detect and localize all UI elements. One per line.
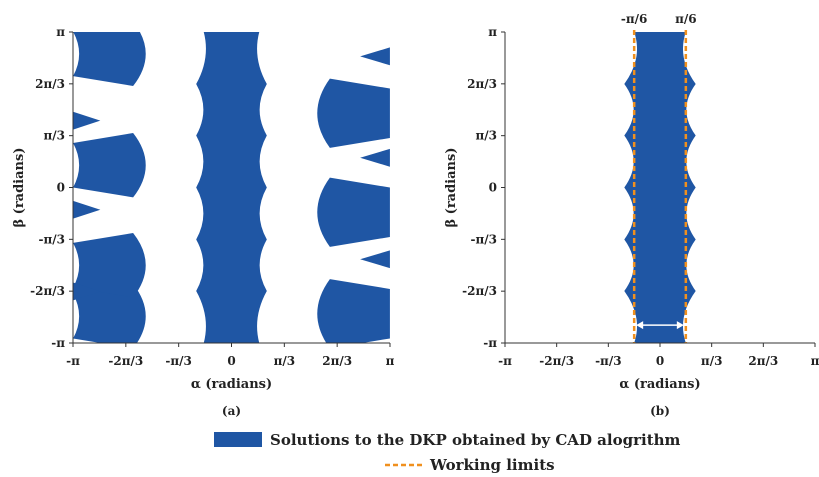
- solution-region-central: [624, 32, 696, 343]
- y-tick-label: -π/3: [39, 232, 66, 246]
- y-tick-label: -2π/3: [462, 284, 497, 298]
- working-range-arrowhead-left: [636, 321, 644, 330]
- solution-region-left-lobe: [73, 133, 146, 198]
- solution-region-right-lobe: [317, 177, 390, 247]
- x-tick-label: 0: [656, 354, 664, 368]
- plot-area: [624, 32, 696, 343]
- y-tick-label: 2π/3: [467, 77, 497, 91]
- y-tick-label: π: [56, 25, 65, 39]
- legend-swatch-solutions: [214, 432, 262, 447]
- y-tick-label: 0: [489, 181, 497, 195]
- y-tick-label: π/3: [43, 129, 65, 143]
- y-tick-label: -π/3: [471, 232, 498, 246]
- x-axis-title: α (radians): [191, 377, 272, 392]
- x-tick-label: -π/3: [165, 354, 192, 368]
- y-tick-label: π/3: [475, 129, 497, 143]
- y-axis-title: β (radians): [12, 148, 27, 228]
- x-tick-label: π/3: [274, 354, 296, 368]
- solution-region-left-lobe: [73, 233, 146, 298]
- x-tick-label: -2π/3: [539, 354, 574, 368]
- panel-label: (b): [650, 404, 670, 418]
- y-tick-label: -π: [483, 336, 497, 350]
- working-limit-label: -π/6: [621, 12, 648, 26]
- legend: Solutions to the DKP obtained by CAD alo…: [214, 431, 681, 474]
- working-limit-label: π/6: [675, 12, 697, 26]
- x-tick-label: -2π/3: [108, 354, 143, 368]
- x-tick-label: -π/3: [595, 354, 622, 368]
- x-tick-label: 2π/3: [322, 354, 352, 368]
- x-tick-label: 2π/3: [748, 354, 778, 368]
- solution-region-left-wedge: [73, 111, 101, 130]
- solution-region-left-lobe: [73, 32, 146, 87]
- y-axis-title: β (radians): [444, 148, 459, 228]
- working-range-arrowhead-right: [676, 321, 684, 330]
- solution-region-left-wedge: [73, 282, 101, 301]
- solution-region-right-wedge: [360, 148, 390, 167]
- x-axis-title: α (radians): [619, 377, 700, 392]
- solution-region-right-wedge: [360, 250, 390, 269]
- legend-label-working-limits: Working limits: [429, 456, 555, 474]
- panel-b: -π/6 π/6 -π-π -2π/3 -2π/3 -π/3 -π/3 0 0 π/3 π/3 2π/…: [444, 12, 819, 418]
- panel-a: -π-π -2π/3 -2π/3 -π/3 -π/3 0 0 π/3 π/3 2π/3 2π/3 π π…: [12, 25, 395, 418]
- solution-region-right-lobe: [317, 279, 390, 343]
- x-tick-label: -π: [498, 354, 512, 368]
- solution-region-left-wedge: [73, 200, 101, 219]
- panel-label: (a): [222, 404, 241, 418]
- y-tick-label: -π: [51, 336, 65, 350]
- y-tick-label: 0: [57, 181, 65, 195]
- legend-label-solutions: Solutions to the DKP obtained by CAD alo…: [270, 431, 681, 449]
- y-tick-label: π: [488, 25, 497, 39]
- x-tick-label: π: [386, 354, 395, 368]
- solution-region-left-lobe: [73, 284, 146, 343]
- x-tick-label: -π: [66, 354, 80, 368]
- x-tick-label: 0: [227, 354, 235, 368]
- x-tick-label: π: [811, 354, 819, 368]
- y-tick-label: 2π/3: [35, 77, 65, 91]
- solution-region-right-lobe: [317, 78, 390, 148]
- plot-area: [73, 32, 390, 343]
- solution-region-central: [196, 32, 267, 343]
- solution-region-right-wedge: [360, 47, 390, 66]
- y-tick-label: -2π/3: [30, 284, 65, 298]
- x-tick-label: π/3: [701, 354, 723, 368]
